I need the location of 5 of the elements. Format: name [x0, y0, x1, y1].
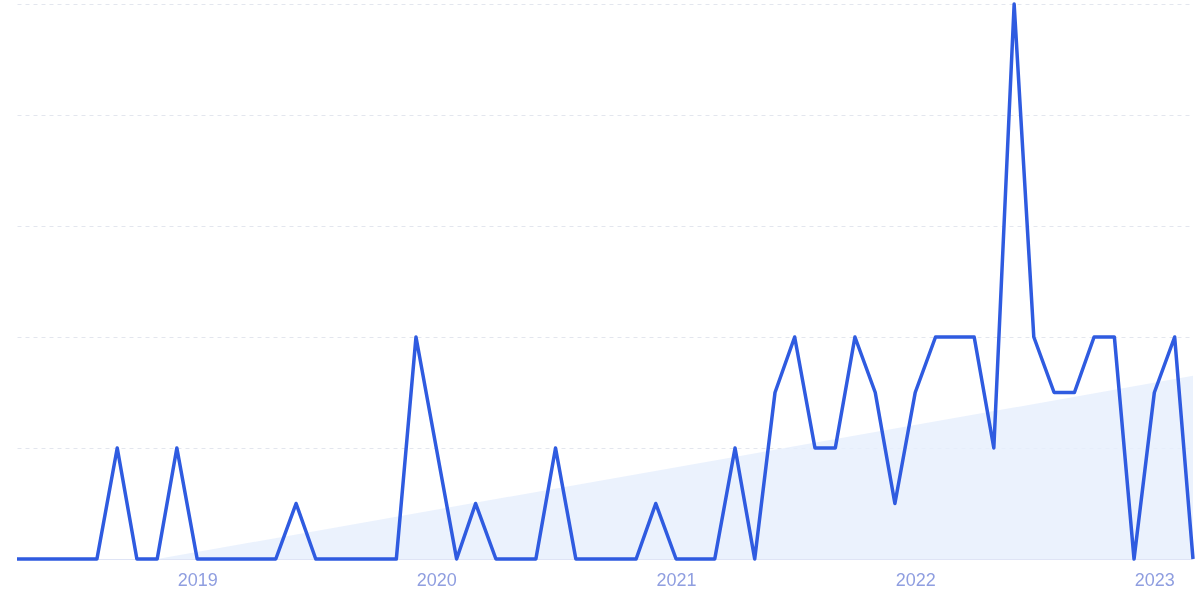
x-tick-label: 2019	[177, 569, 218, 590]
x-tick-label: 2020	[416, 569, 457, 590]
x-tick-label: 2023	[1134, 569, 1175, 590]
x-tick-label: 2021	[656, 569, 697, 590]
x-tick-label: 2022	[895, 569, 936, 590]
